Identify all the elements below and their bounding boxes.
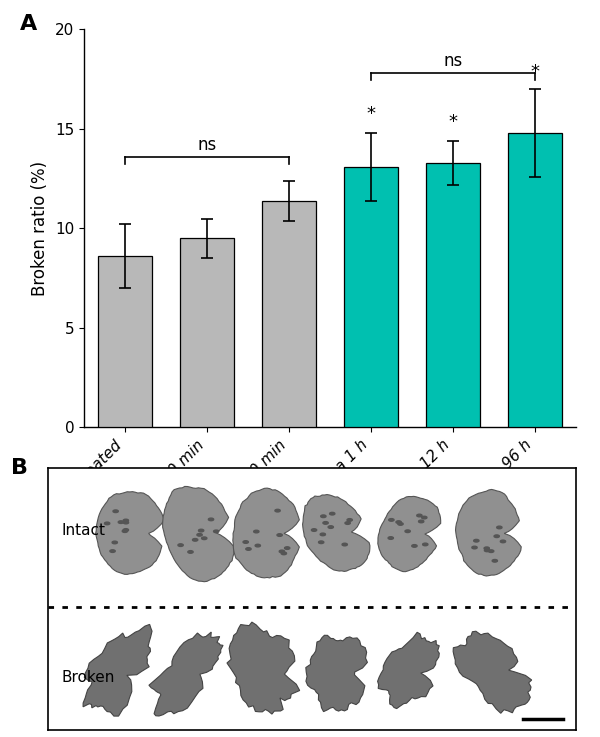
Circle shape xyxy=(321,515,326,517)
Circle shape xyxy=(388,537,394,539)
Circle shape xyxy=(488,550,494,553)
Bar xyxy=(98,256,152,427)
Circle shape xyxy=(124,521,128,524)
Text: *: * xyxy=(449,113,458,131)
Polygon shape xyxy=(302,495,370,571)
Text: Broken: Broken xyxy=(61,670,115,685)
Circle shape xyxy=(214,530,219,533)
Circle shape xyxy=(197,534,202,536)
Circle shape xyxy=(389,519,394,521)
Circle shape xyxy=(275,509,280,512)
Polygon shape xyxy=(306,635,367,712)
Circle shape xyxy=(246,548,251,551)
Circle shape xyxy=(279,550,284,553)
Text: *: * xyxy=(367,105,376,123)
Circle shape xyxy=(178,544,183,546)
Polygon shape xyxy=(163,486,234,581)
Circle shape xyxy=(500,540,506,542)
Circle shape xyxy=(319,541,324,544)
Circle shape xyxy=(255,544,260,547)
Circle shape xyxy=(243,541,248,543)
Bar xyxy=(262,200,316,427)
Text: ns: ns xyxy=(443,52,463,70)
Polygon shape xyxy=(83,624,152,716)
Circle shape xyxy=(193,539,198,541)
Circle shape xyxy=(323,522,328,524)
Polygon shape xyxy=(95,492,164,574)
Polygon shape xyxy=(233,488,299,578)
Polygon shape xyxy=(149,632,223,716)
Circle shape xyxy=(123,528,128,531)
Circle shape xyxy=(188,551,193,553)
Circle shape xyxy=(417,514,422,517)
Text: ns: ns xyxy=(197,136,217,154)
Circle shape xyxy=(110,550,115,553)
Polygon shape xyxy=(453,631,532,713)
Circle shape xyxy=(311,528,317,531)
Bar xyxy=(427,163,479,427)
Circle shape xyxy=(199,529,204,532)
Circle shape xyxy=(122,530,128,532)
Circle shape xyxy=(112,541,118,544)
Text: A: A xyxy=(20,13,37,34)
Circle shape xyxy=(277,534,282,537)
Circle shape xyxy=(494,535,499,537)
Circle shape xyxy=(281,552,287,555)
Polygon shape xyxy=(455,489,521,576)
Y-axis label: Broken ratio (%): Broken ratio (%) xyxy=(31,161,49,296)
Circle shape xyxy=(492,559,497,562)
Circle shape xyxy=(208,518,214,521)
Circle shape xyxy=(320,533,325,536)
Circle shape xyxy=(328,525,334,528)
Circle shape xyxy=(422,543,428,545)
Circle shape xyxy=(123,519,128,522)
Circle shape xyxy=(472,546,477,549)
Polygon shape xyxy=(377,632,439,708)
Circle shape xyxy=(396,521,401,523)
Polygon shape xyxy=(378,496,440,572)
Circle shape xyxy=(422,516,427,519)
Polygon shape xyxy=(227,622,299,714)
Circle shape xyxy=(484,549,490,552)
Bar xyxy=(181,239,233,427)
Circle shape xyxy=(398,523,403,525)
Circle shape xyxy=(347,519,352,521)
Bar xyxy=(508,133,562,427)
Circle shape xyxy=(484,547,490,550)
Circle shape xyxy=(254,530,259,533)
Text: Intact: Intact xyxy=(61,523,105,538)
Circle shape xyxy=(329,512,335,515)
Circle shape xyxy=(284,547,290,549)
Circle shape xyxy=(473,539,479,542)
Circle shape xyxy=(497,526,502,528)
Circle shape xyxy=(104,522,110,525)
Bar xyxy=(344,167,398,427)
Circle shape xyxy=(412,545,417,548)
Circle shape xyxy=(405,530,410,533)
Circle shape xyxy=(342,543,347,546)
Circle shape xyxy=(113,510,118,512)
Text: *: * xyxy=(530,63,539,81)
Circle shape xyxy=(345,522,350,524)
Text: B: B xyxy=(11,458,28,478)
Circle shape xyxy=(419,520,424,523)
Circle shape xyxy=(118,521,124,523)
Circle shape xyxy=(202,537,207,539)
